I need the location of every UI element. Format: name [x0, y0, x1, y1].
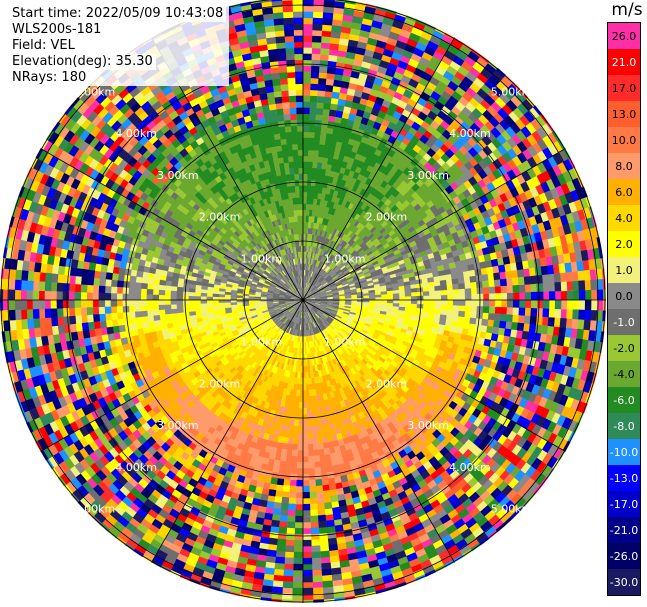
colorbar-swatch: 10.0 — [608, 127, 640, 153]
colorbar-swatch: -13.0 — [608, 465, 640, 491]
colorbar-unit: m/s — [611, 0, 643, 20]
range-ring-label: 5.00km — [74, 503, 116, 516]
range-ring-label: 2.00km — [366, 211, 408, 224]
colorbar: 26.0 21.0 17.0 13.0 10.0 8.0 6.0 4.0 2.0 1.0 0.0 -1… — [607, 22, 641, 596]
range-ring-label: 5.00km — [491, 85, 533, 98]
range-ring-label: 2.00km — [366, 377, 408, 390]
range-ring-label: 4.00km — [449, 127, 491, 140]
range-ring-label: 5.00km — [74, 85, 116, 98]
radar-ppi-plot: 1.00km 1.00km 1.00km 1.00km 2.00km 2.00km 2.00… — [0, 0, 607, 604]
colorbar-swatch: -6.0 — [608, 387, 640, 413]
colorbar-swatch: -26.0 — [608, 543, 640, 569]
colorbar-swatch: 4.0 — [608, 205, 640, 231]
range-ring-label: 2.00km — [199, 377, 241, 390]
field-text: Field: VEL — [9, 38, 78, 54]
colorbar-swatch: -10.0 — [608, 439, 640, 465]
azimuth-line — [302, 299, 455, 563]
instrument-name: WLS200s-181 — [9, 22, 105, 38]
range-ring-label: 5.00km — [491, 503, 533, 516]
colorbar-swatch: -1.0 — [608, 309, 640, 335]
colorbar-swatch: 13.0 — [608, 101, 640, 127]
scan-metadata: Start time: 2022/05/09 10:43:08 WLS200s-… — [6, 6, 230, 86]
colorbar-swatch: 0.0 — [608, 283, 640, 309]
azimuth-line — [151, 299, 304, 563]
range-ring-label: 1.00km — [240, 252, 282, 265]
colorbar-swatch: -30.0 — [608, 569, 640, 595]
range-ring-label: 1.00km — [324, 336, 366, 349]
colorbar-swatch: 21.0 — [608, 49, 640, 75]
colorbar-swatch: -4.0 — [608, 361, 640, 387]
range-ring-label: 4.00km — [449, 461, 491, 474]
colorbar-swatch: -8.0 — [608, 413, 640, 439]
colorbar-swatch: -21.0 — [608, 517, 640, 543]
colorbar-swatch: -2.0 — [608, 335, 640, 361]
range-ring-label: 1.00km — [324, 252, 366, 265]
colorbar-swatch: 26.0 — [608, 23, 640, 49]
colorbar-swatch: -17.0 — [608, 491, 640, 517]
range-ring-label: 3.00km — [407, 169, 449, 182]
nrays-text: NRays: 180 — [9, 70, 90, 86]
colorbar-swatch: 17.0 — [608, 75, 640, 101]
azimuth-line — [302, 148, 566, 301]
colorbar-swatch: 1.0 — [608, 257, 640, 283]
range-ring-label: 4.00km — [115, 461, 157, 474]
colorbar-swatch: 2.0 — [608, 231, 640, 257]
range-ring-label: 3.00km — [157, 419, 199, 432]
range-ring-label: 1.00km — [240, 336, 282, 349]
azimuth-line — [40, 299, 304, 452]
elevation-text: Elevation(deg): 35.30 — [9, 54, 156, 70]
range-ring-label: 3.00km — [157, 169, 199, 182]
azimuth-line — [40, 148, 304, 301]
range-ring-label: 4.00km — [115, 127, 157, 140]
colorbar-swatch: 6.0 — [608, 179, 640, 205]
range-ring-label: 2.00km — [199, 211, 241, 224]
range-ring-label: 3.00km — [407, 419, 449, 432]
azimuth-line — [302, 37, 455, 301]
colorbar-swatch: 8.0 — [608, 153, 640, 179]
azimuth-line — [302, 299, 566, 452]
start-time-text: Start time: 2022/05/09 10:43:08 — [9, 6, 227, 22]
